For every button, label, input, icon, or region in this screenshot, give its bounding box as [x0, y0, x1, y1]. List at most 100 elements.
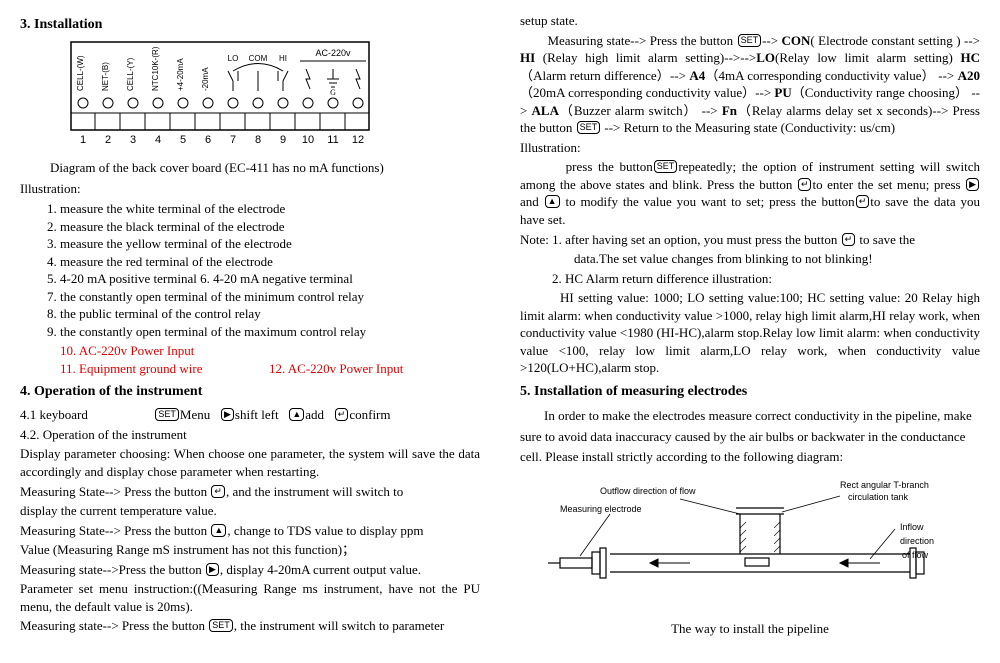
svg-text:Inflow: Inflow — [900, 522, 924, 532]
svg-text:6: 6 — [205, 134, 211, 146]
note2: 2. HC Alarm return difference illustrati… — [552, 270, 980, 288]
svg-text:5: 5 — [180, 134, 186, 146]
note1a: Note: 1. after having set an option, you… — [520, 232, 841, 247]
list-item: 4-20 mA positive terminal 6. 4-20 mA neg… — [60, 270, 480, 288]
list-item: the public terminal of the control relay — [60, 305, 480, 323]
list-item: measure the white terminal of the electr… — [60, 200, 480, 218]
svg-text:12: 12 — [352, 134, 364, 146]
svg-text:3: 3 — [130, 134, 136, 146]
list-item: the constantly open terminal of the mini… — [60, 288, 480, 306]
svg-text:10: 10 — [302, 134, 314, 146]
svg-text:Rect angular T-branch: Rect angular T-branch — [840, 480, 929, 490]
enter-icon: ↵ — [856, 195, 870, 208]
note2b-text: HI setting value: 1000; LO setting value… — [520, 290, 980, 375]
svg-text:CELL-(W): CELL-(W) — [76, 55, 85, 91]
svg-text:-20mA: -20mA — [201, 67, 210, 91]
terminal-diagram: CELL-(W) NET-(B) CELL-(Y) NTC10K-(R) +4-… — [70, 41, 480, 151]
k-add: add — [305, 407, 324, 422]
p6-row: Measuring state--> Press the button SET,… — [20, 617, 480, 635]
p4b: , display 4-20mA current output value. — [220, 562, 421, 577]
svg-text:NET-(B): NET-(B) — [101, 62, 110, 91]
illustration-heading: Illustration: — [20, 180, 480, 198]
svg-text:+4-20mA: +4-20mA — [176, 58, 185, 91]
set-icon: SET — [654, 160, 678, 173]
sec4-title: 4. Operation of the instrument — [20, 383, 480, 402]
sec41-row: 4.1 keyboard SETMenu ▶shift left ▲add ↵c… — [20, 406, 480, 424]
list-item: measure the yellow terminal of the elect… — [60, 235, 480, 253]
red-line-10: 10. AC-220v Power Input — [60, 342, 480, 360]
sec5-title: 5. Installation of measuring electrodes — [520, 383, 980, 402]
p4a: Measuring state-->Press the button — [20, 562, 205, 577]
diagram-caption: Diagram of the back cover board (EC-411 … — [50, 159, 480, 177]
a20: A20 — [958, 68, 980, 83]
svg-text:G: G — [330, 88, 336, 97]
svg-text:8: 8 — [255, 134, 261, 146]
r5a: press the button — [566, 159, 653, 174]
pu: PU — [774, 85, 791, 100]
up-icon: ▲ — [545, 195, 560, 208]
right-icon: ▶ — [966, 178, 979, 191]
left-column: 3. Installation — [20, 10, 480, 638]
svg-text:Outflow direction of flow: Outflow direction of flow — [600, 486, 696, 496]
svg-text:LO: LO — [228, 54, 239, 63]
p2c: display the current temperature value. — [20, 502, 480, 520]
k-menu: Menu — [180, 407, 210, 422]
r4f: --> Return to the Measuring state (Condu… — [601, 120, 895, 135]
up-icon: ▲ — [211, 524, 226, 537]
svg-text:CELL-(Y): CELL-(Y) — [126, 57, 135, 91]
set-icon: SET — [209, 619, 233, 632]
svg-text:11: 11 — [327, 134, 338, 146]
r4d: （Buzzer alarm switch） --> — [559, 103, 722, 118]
svg-text:9: 9 — [280, 134, 286, 146]
red-12: 12. AC-220v Power Input — [269, 361, 403, 376]
enter-icon: ↵ — [842, 233, 856, 246]
sec41-label: 4.1 keyboard — [20, 407, 88, 422]
r5e: to modify the value you want to set; pre… — [561, 194, 855, 209]
note1: Note: 1. after having set an option, you… — [520, 231, 980, 249]
set-icon: SET — [155, 408, 179, 421]
svg-text:4: 4 — [155, 134, 161, 146]
hi: HI — [520, 50, 535, 65]
note1b: to save the — [856, 232, 915, 247]
p4-row: Measuring state-->Press the button ▶, di… — [20, 561, 480, 579]
k-conf: confirm — [349, 407, 390, 422]
ala: ALA — [532, 103, 559, 118]
fn: Fn — [722, 103, 737, 118]
right-column: setup state. Measuring state--> Press th… — [520, 10, 980, 638]
note2b: HI setting value: 1000; LO setting value… — [520, 289, 980, 377]
r3b: （4mA corresponding conductivity value） — [705, 68, 935, 83]
p2b: , and the instrument will switch to — [226, 484, 403, 499]
r2a: --> — [964, 33, 980, 48]
r6-text: In order to make the electrodes measure … — [520, 408, 972, 465]
a4: A4 — [689, 68, 705, 83]
illus-h2: Illustration: — [520, 139, 980, 157]
list-item: measure the red terminal of the electrod… — [60, 253, 480, 271]
r4b: （20mA corresponding conductivity value）-… — [520, 85, 774, 100]
p3b: , change to TDS value to display ppm — [227, 523, 423, 538]
hc: HC — [961, 50, 981, 65]
p6a: Measuring state--> Press the button — [20, 618, 208, 633]
r2c: (Relay low limit alarm setting) — [775, 50, 953, 65]
r2b: (Relay high limit alarm setting)-->--> — [535, 50, 756, 65]
enter-icon: ↵ — [335, 408, 349, 421]
svg-text:COM: COM — [249, 54, 268, 63]
r1a: Measuring state--> Press the button — [547, 33, 736, 48]
sec3-title: 3. Installation — [20, 16, 480, 35]
p3a: Measuring State--> Press the button — [20, 523, 210, 538]
terminal-list: measure the white terminal of the electr… — [60, 200, 480, 340]
set-icon: SET — [738, 34, 762, 47]
p3c: Value (Measuring Range mS instrument has… — [20, 541, 480, 559]
r1: Measuring state--> Press the button SET -… — [520, 32, 980, 137]
right-icon: ▶ — [221, 408, 234, 421]
r5d: and — [520, 194, 544, 209]
note1c: data.The set value changes from blinking… — [574, 250, 980, 268]
p2a: Measuring State--> Press the button — [20, 484, 210, 499]
svg-text:2: 2 — [105, 134, 111, 146]
list-item: the constantly open terminal of the maxi… — [60, 323, 480, 341]
svg-text:direction: direction — [900, 536, 934, 546]
svg-text:of flow: of flow — [902, 550, 929, 560]
red-11: 11. Equipment ground wire — [60, 361, 203, 376]
r0: setup state. — [520, 12, 980, 30]
pipe-caption: The way to install the pipeline — [520, 620, 980, 638]
r5c: to enter the set menu; press — [812, 177, 960, 192]
